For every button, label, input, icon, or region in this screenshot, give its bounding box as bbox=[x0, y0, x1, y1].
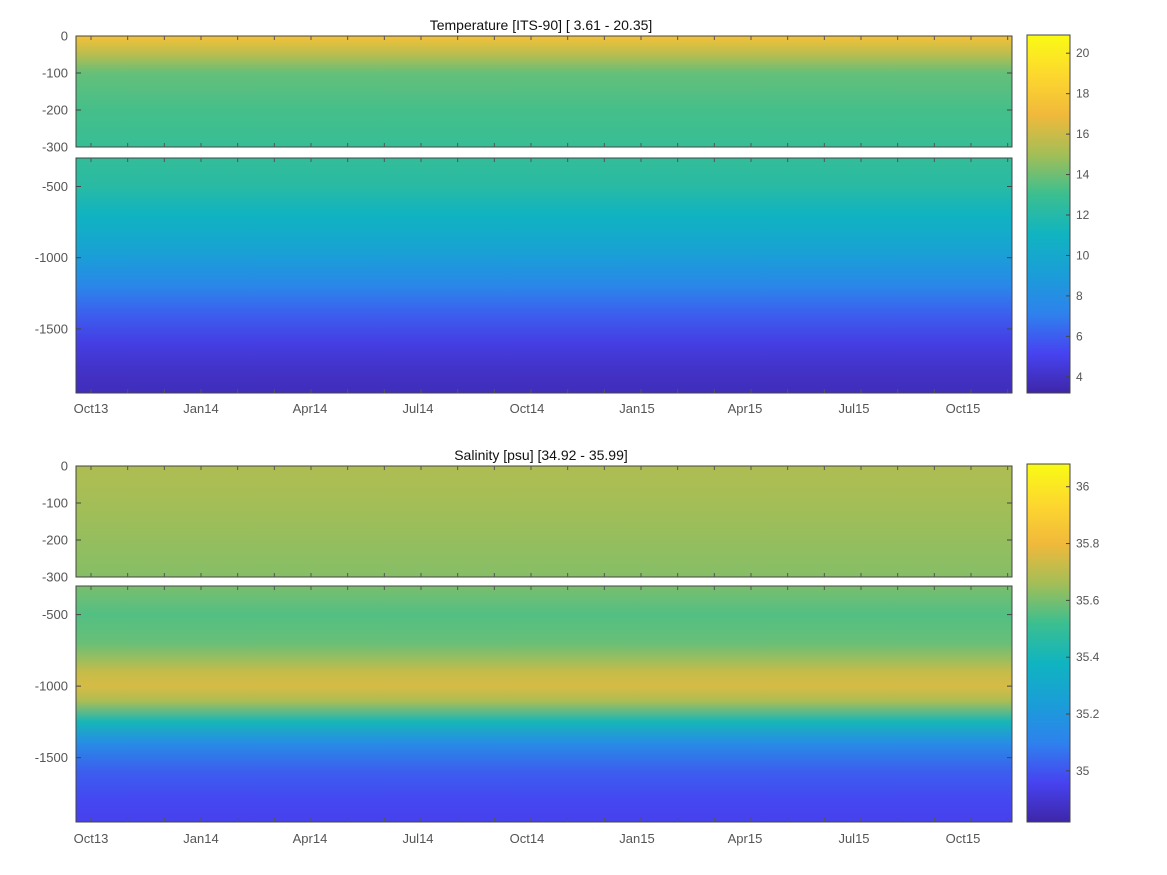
heatmap-field bbox=[76, 158, 1012, 393]
x-tick-label: Apr14 bbox=[293, 831, 328, 846]
y-tick-label: -500 bbox=[42, 607, 68, 622]
y-tick-label: 0 bbox=[61, 29, 68, 44]
temperature-chart-title: Temperature [ITS-90] [ 3.61 - 20.35] bbox=[430, 17, 653, 33]
salinity-colorbar: 35 35.2 35.4 35.6 35.8 36 bbox=[1026, 463, 1100, 823]
y-tick-label: -1500 bbox=[35, 321, 68, 336]
x-tick-label: Apr14 bbox=[293, 401, 328, 416]
temperature-lower-panel: -500 -1000 -1500 bbox=[35, 157, 1013, 394]
y-tick-label: -100 bbox=[42, 66, 68, 81]
y-tick-label: -1000 bbox=[35, 250, 68, 265]
axes-frame bbox=[75, 35, 1013, 148]
x-tick-label: Apr15 bbox=[728, 401, 763, 416]
colorbar-gradient bbox=[1026, 34, 1071, 394]
colorbar-tick-label: 35.2 bbox=[1076, 707, 1100, 721]
x-tick-label: Oct15 bbox=[946, 401, 981, 416]
temperature-colorbar: 4 6 8 10 12 14 16 18 20 bbox=[1026, 34, 1090, 394]
colorbar-tick-label: 6 bbox=[1076, 329, 1083, 343]
colorbar-tick-label: 20 bbox=[1076, 46, 1090, 60]
x-tick-label: Jan14 bbox=[183, 831, 218, 846]
heatmap-field bbox=[76, 466, 1012, 577]
x-tick-label: Jan15 bbox=[619, 831, 654, 846]
colorbar-tick-label: 8 bbox=[1076, 289, 1083, 303]
x-tick-label: Oct13 bbox=[74, 831, 109, 846]
y-tick-label: -300 bbox=[42, 570, 68, 585]
x-tick-label: Jul15 bbox=[838, 401, 869, 416]
colorbar-tick-label: 36 bbox=[1076, 480, 1090, 494]
colorbar-tick-label: 16 bbox=[1076, 127, 1090, 141]
colorbar-gradient bbox=[1026, 463, 1071, 823]
x-tick-label: Jul14 bbox=[402, 401, 433, 416]
y-tick-label: -300 bbox=[42, 140, 68, 155]
colorbar-tick-label: 35 bbox=[1076, 764, 1090, 778]
x-tick-label: Apr15 bbox=[728, 831, 763, 846]
axes-frame bbox=[75, 585, 1013, 823]
y-tick-label: -200 bbox=[42, 103, 68, 118]
heatmap-field bbox=[76, 586, 1012, 822]
y-tick-label: -200 bbox=[42, 533, 68, 548]
x-tick-label: Jan14 bbox=[183, 401, 218, 416]
y-tick-label: -1500 bbox=[35, 750, 68, 765]
salinity-lower-panel: -500 -1000 -1500 bbox=[35, 585, 1013, 823]
colorbar-tick-label: 4 bbox=[1076, 370, 1083, 384]
y-tick-label: -100 bbox=[42, 496, 68, 511]
colorbar-tick-label: 35.8 bbox=[1076, 537, 1100, 551]
colorbar-tick-label: 12 bbox=[1076, 208, 1090, 222]
colorbar-tick-label: 18 bbox=[1076, 87, 1090, 101]
colorbar-tick-label: 35.4 bbox=[1076, 650, 1100, 664]
y-tick-label: -1000 bbox=[35, 679, 68, 694]
colorbar-tick-label: 14 bbox=[1076, 168, 1090, 182]
heatmap-field bbox=[76, 36, 1012, 147]
x-tick-label: Oct15 bbox=[946, 831, 981, 846]
x-tick-label: Oct14 bbox=[510, 831, 545, 846]
y-tick-label: 0 bbox=[61, 459, 68, 474]
temperature-upper-panel: 0 -100 -200 -300 bbox=[42, 29, 1013, 155]
axes-frame bbox=[75, 157, 1013, 394]
x-tick-label: Jan15 bbox=[619, 401, 654, 416]
colorbar-tick-label: 35.6 bbox=[1076, 593, 1100, 607]
colorbar-tick-label: 10 bbox=[1076, 248, 1090, 262]
x-tick-label: Oct13 bbox=[74, 401, 109, 416]
salinity-chart-title: Salinity [psu] [34.92 - 35.99] bbox=[454, 447, 628, 463]
x-tick-label: Jul14 bbox=[402, 831, 433, 846]
x-tick-label: Jul15 bbox=[838, 831, 869, 846]
x-tick-label: Oct14 bbox=[510, 401, 545, 416]
salinity-upper-panel: 0 -100 -200 -300 bbox=[42, 459, 1013, 585]
axes-frame bbox=[75, 465, 1013, 578]
y-tick-label: -500 bbox=[42, 179, 68, 194]
